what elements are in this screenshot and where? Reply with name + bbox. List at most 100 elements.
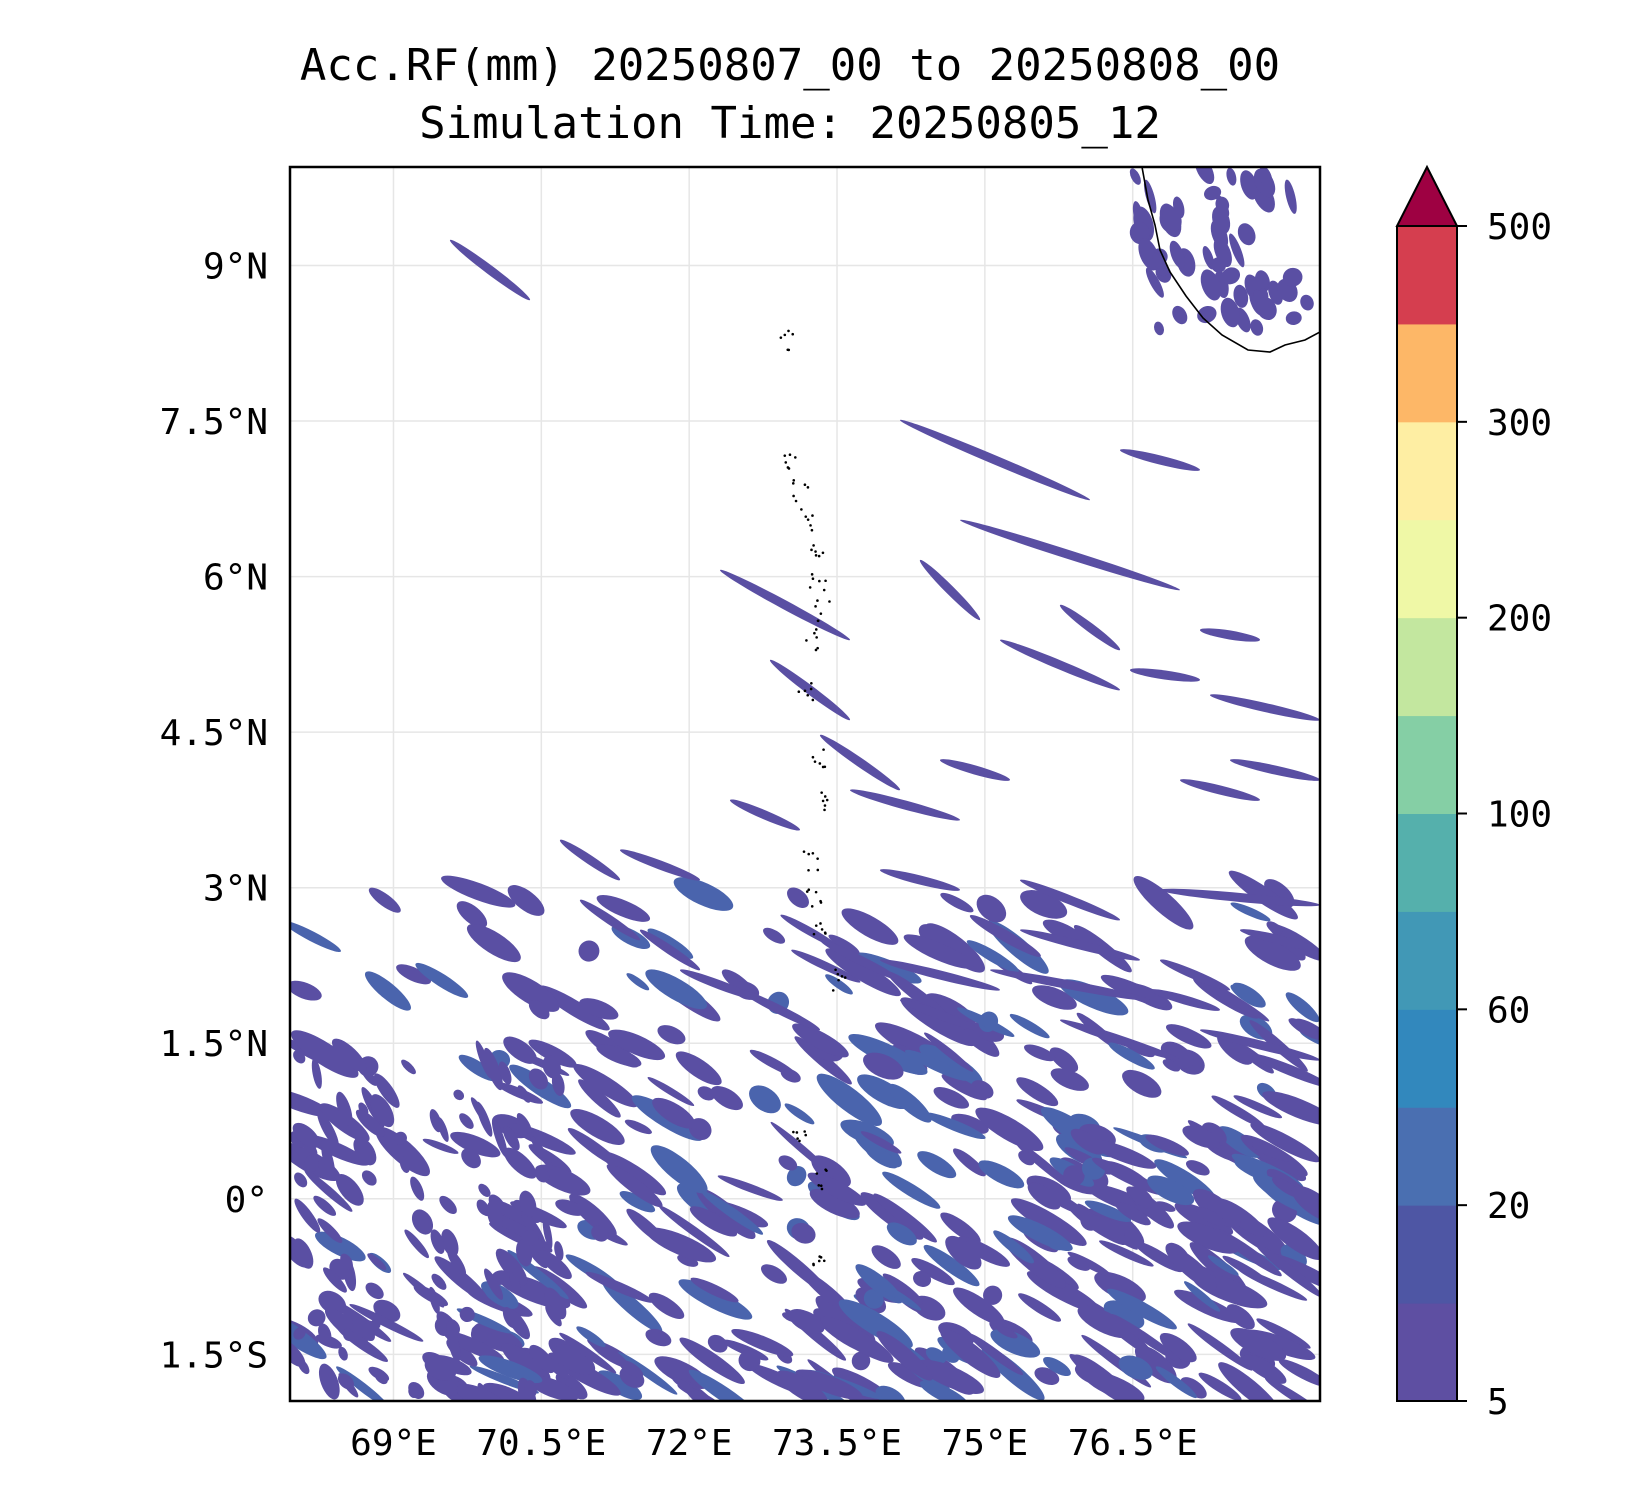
atoll-dot <box>837 978 840 982</box>
rain-patch <box>318 1323 332 1344</box>
rain-patch <box>860 1131 902 1154</box>
rain-patch <box>1023 1044 1056 1062</box>
rain-patch <box>1050 1068 1089 1091</box>
rain-patch <box>1239 929 1320 951</box>
rain-patch <box>545 1304 562 1327</box>
colorbar-extend-arrow <box>1395 164 1459 227</box>
rain-patch <box>428 1286 440 1314</box>
rain-patch <box>626 973 650 991</box>
rain-patch <box>294 1198 321 1233</box>
rain-patch <box>336 1091 353 1126</box>
atoll-dot <box>819 922 822 925</box>
rain-patch <box>331 1038 367 1072</box>
rain-patch <box>1282 267 1303 287</box>
rain-patch <box>538 985 610 1031</box>
rain-patch <box>361 1170 377 1186</box>
atoll-dot <box>824 932 827 935</box>
atoll-dot <box>820 1187 824 1191</box>
atoll-dot <box>810 573 814 576</box>
rain-patch <box>317 1218 343 1243</box>
rain-patch <box>1284 179 1297 214</box>
atoll-dot <box>784 461 788 464</box>
rain-patch <box>990 1329 1041 1358</box>
rain-patch <box>484 1268 504 1300</box>
atoll-dot <box>797 690 801 693</box>
rain-patch <box>1228 870 1298 920</box>
atoll-dot <box>795 1131 799 1134</box>
rain-patch <box>1019 929 1141 961</box>
rain-patch <box>645 1328 672 1347</box>
rain-patch <box>1182 1125 1220 1149</box>
rain-patch <box>1217 1033 1253 1065</box>
rain-patch <box>719 569 851 641</box>
rain-patch <box>1059 604 1121 651</box>
rain-patch <box>905 1049 968 1081</box>
rain-patch <box>365 1282 384 1300</box>
rain-patch <box>439 1195 457 1215</box>
rain-patch <box>1129 1186 1154 1209</box>
rain-patch <box>608 1029 666 1061</box>
rain-patch <box>1106 1288 1177 1330</box>
atoll-dot <box>787 348 791 352</box>
rain-patch <box>903 934 974 969</box>
atoll-dot <box>811 851 815 855</box>
rain-patch <box>624 1119 652 1135</box>
rain-patch <box>311 1058 322 1089</box>
atoll-dot <box>821 551 825 555</box>
rain-patch <box>404 1229 430 1259</box>
rain-patch <box>1155 1366 1198 1399</box>
rain-patch <box>873 1193 937 1243</box>
colorbar-tick-label: 5 <box>1487 1382 1509 1423</box>
atoll-dot <box>814 628 818 631</box>
rain-patch <box>602 1280 663 1333</box>
rain-patch <box>658 1205 730 1258</box>
atoll-dot <box>805 890 809 893</box>
atoll-dot <box>796 1137 799 1140</box>
rain-patch <box>459 1306 475 1323</box>
rain-patch <box>554 1241 564 1261</box>
rain-patch <box>321 1139 336 1181</box>
rain-patch <box>940 1212 981 1244</box>
coastline <box>779 167 1320 1267</box>
rain-patch <box>323 1267 347 1293</box>
rain-patch <box>478 1183 491 1197</box>
rain-patch <box>1169 240 1185 269</box>
rain-patch <box>1174 1289 1242 1324</box>
rain-patch <box>290 920 342 953</box>
atoll-dot <box>811 577 815 581</box>
rain-patch <box>1244 935 1301 971</box>
rain-patch <box>367 1253 387 1271</box>
rain-patch <box>825 974 853 995</box>
rain-patch <box>791 949 861 983</box>
colorbar-segment <box>1397 617 1457 717</box>
rain-patch <box>1019 879 1121 921</box>
rain-patch <box>554 1344 596 1375</box>
rain-patch <box>442 1330 505 1362</box>
rain-patch <box>304 1169 353 1212</box>
atoll-dot <box>788 453 792 456</box>
colorbar-segment <box>1397 1009 1457 1108</box>
rain-patch <box>1240 170 1258 200</box>
colorbar-segment <box>1397 1107 1457 1206</box>
rain-patch <box>506 1308 530 1340</box>
atoll-dot <box>794 499 798 503</box>
rain-patch <box>373 1073 400 1108</box>
atoll-dot <box>831 989 835 992</box>
rain-patch <box>1018 1293 1062 1322</box>
atoll-dot <box>828 600 831 603</box>
rain-patch <box>1197 305 1217 324</box>
rain-patch <box>488 1194 507 1216</box>
atoll-dot <box>820 791 823 794</box>
rain-patch <box>778 1155 798 1171</box>
rain-patch <box>503 1036 537 1064</box>
rain-patch <box>1034 1367 1060 1385</box>
atoll-dot <box>821 799 825 803</box>
rain-patch <box>555 1372 588 1400</box>
rain-patch <box>1059 1019 1181 1061</box>
rain-patch <box>1187 1323 1253 1371</box>
rain-patch <box>899 419 1091 501</box>
rain-patch <box>503 1147 537 1179</box>
atoll-dot <box>806 693 810 697</box>
rain-patch <box>879 869 961 891</box>
